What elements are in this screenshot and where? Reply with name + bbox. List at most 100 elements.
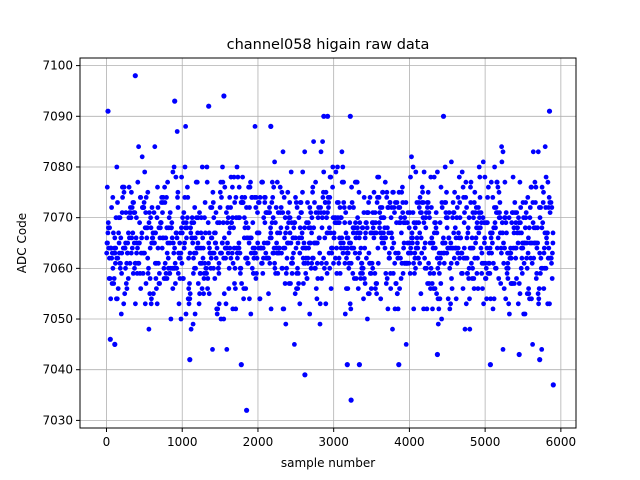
data-point bbox=[476, 205, 481, 210]
data-point bbox=[247, 205, 252, 210]
data-point bbox=[170, 286, 176, 291]
data-point bbox=[482, 235, 488, 241]
data-point bbox=[310, 255, 316, 261]
data-point bbox=[496, 276, 502, 281]
data-point bbox=[535, 225, 540, 231]
data-point bbox=[325, 210, 330, 216]
data-point bbox=[335, 164, 340, 170]
data-point bbox=[121, 184, 127, 190]
data-point bbox=[282, 281, 288, 286]
data-point bbox=[333, 255, 338, 261]
data-point bbox=[293, 195, 298, 200]
data-point bbox=[417, 195, 423, 200]
data-point bbox=[254, 271, 259, 276]
data-point bbox=[353, 220, 358, 226]
data-point bbox=[403, 200, 409, 205]
data-point bbox=[416, 255, 421, 261]
data-point bbox=[485, 195, 490, 200]
data-point bbox=[458, 235, 464, 241]
data-point bbox=[550, 230, 556, 236]
data-point bbox=[533, 184, 539, 190]
data-point bbox=[366, 250, 372, 256]
data-point bbox=[160, 210, 165, 216]
data-point bbox=[397, 220, 403, 226]
data-point bbox=[536, 301, 541, 307]
data-point bbox=[181, 276, 186, 281]
data-point bbox=[378, 296, 384, 302]
data-point bbox=[262, 195, 268, 200]
data-point bbox=[399, 189, 405, 195]
data-point bbox=[516, 281, 522, 286]
data-point bbox=[540, 220, 546, 226]
data-point bbox=[370, 225, 376, 231]
data-point bbox=[305, 200, 310, 205]
data-point bbox=[193, 250, 199, 256]
data-point bbox=[354, 179, 360, 185]
data-point bbox=[158, 225, 163, 231]
data-point bbox=[225, 240, 230, 246]
data-point bbox=[133, 235, 139, 241]
data-point bbox=[382, 245, 388, 251]
data-point bbox=[545, 179, 551, 185]
data-point bbox=[477, 195, 483, 200]
data-point bbox=[433, 210, 439, 216]
data-point bbox=[341, 179, 346, 185]
data-point bbox=[364, 255, 369, 261]
data-point bbox=[489, 250, 494, 256]
data-point bbox=[499, 250, 504, 256]
data-point bbox=[217, 220, 222, 226]
data-point bbox=[170, 169, 176, 175]
data-point bbox=[355, 255, 361, 261]
data-point bbox=[185, 195, 191, 200]
data-point bbox=[443, 200, 449, 205]
data-point bbox=[429, 281, 435, 286]
data-point bbox=[437, 260, 442, 266]
data-point bbox=[452, 189, 457, 195]
data-point bbox=[463, 301, 469, 307]
data-point bbox=[260, 271, 266, 276]
data-point bbox=[277, 184, 283, 190]
data-point bbox=[434, 230, 440, 236]
data-point bbox=[209, 205, 215, 210]
data-point bbox=[357, 220, 363, 226]
data-point bbox=[441, 235, 446, 241]
data-point bbox=[339, 149, 345, 155]
data-point bbox=[279, 250, 284, 256]
data-point bbox=[222, 184, 228, 190]
data-point bbox=[547, 210, 553, 216]
data-point bbox=[248, 311, 254, 317]
data-point bbox=[428, 174, 434, 180]
data-point bbox=[291, 225, 297, 231]
data-point bbox=[412, 250, 418, 256]
data-point bbox=[462, 210, 467, 216]
data-point bbox=[347, 205, 352, 210]
data-point bbox=[268, 225, 273, 231]
data-point bbox=[460, 271, 465, 276]
data-point bbox=[287, 230, 293, 236]
data-point bbox=[216, 265, 221, 271]
data-point bbox=[491, 296, 497, 302]
data-point bbox=[441, 260, 447, 266]
data-point bbox=[451, 210, 457, 216]
x-tick-label: 5000 bbox=[470, 435, 501, 449]
data-point bbox=[178, 316, 184, 322]
data-point bbox=[209, 235, 215, 241]
data-point bbox=[211, 265, 216, 271]
data-point bbox=[250, 220, 256, 226]
data-point bbox=[184, 235, 189, 241]
data-point bbox=[140, 271, 146, 276]
data-point bbox=[184, 225, 190, 231]
data-point bbox=[287, 200, 293, 205]
data-point bbox=[308, 210, 314, 216]
data-point bbox=[355, 225, 360, 231]
data-point bbox=[389, 235, 395, 241]
data-point bbox=[172, 260, 178, 266]
data-point bbox=[362, 245, 368, 251]
data-point bbox=[444, 250, 450, 256]
data-point bbox=[166, 215, 172, 221]
data-point bbox=[217, 189, 223, 195]
data-point bbox=[417, 230, 423, 236]
data-point bbox=[165, 179, 171, 185]
data-point bbox=[145, 225, 150, 231]
data-point bbox=[110, 265, 116, 271]
